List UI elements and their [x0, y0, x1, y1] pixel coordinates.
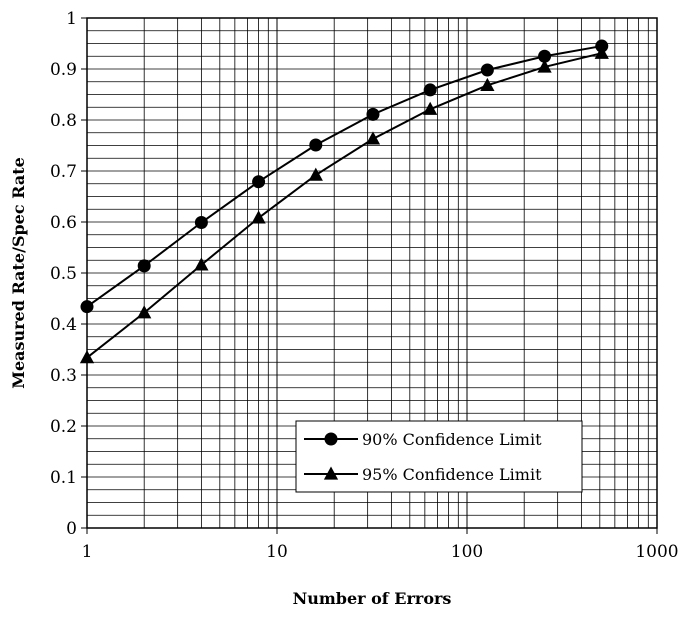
- x-axis-title: Number of Errors: [293, 589, 452, 608]
- series-90: [80, 39, 609, 314]
- legend-label-90: 90% Confidence Limit: [362, 430, 542, 449]
- y-tick-label: 0.5: [50, 264, 77, 284]
- data-point-triangle: [308, 167, 323, 181]
- data-point-circle: [480, 63, 494, 77]
- legend-marker-90: [324, 432, 338, 446]
- legend-entry-95: 95% Confidence Limit: [304, 465, 542, 484]
- y-tick-label: 0.4: [50, 315, 77, 335]
- y-tick-label: 1: [66, 9, 77, 29]
- data-point-circle: [423, 83, 437, 97]
- y-tick-label: 0.8: [50, 111, 77, 131]
- data-point-triangle: [365, 131, 381, 145]
- data-point-circle: [309, 138, 323, 152]
- series-line: [86, 52, 602, 359]
- data-point-triangle: [194, 257, 209, 271]
- legend-entry-90: 90% Confidence Limit: [304, 430, 542, 449]
- tick-labels: 0 0.1 0.2 0.3 0.4 0.5 0.6 0.7 0.8 0.9 1 1 10 100 1000: [50, 9, 679, 562]
- x-tick-label: 10: [266, 542, 288, 562]
- y-axis-title: Measured Rate/Spec Rate: [9, 157, 28, 389]
- data-point-triangle: [537, 59, 552, 73]
- legend-label-95: 95% Confidence Limit: [362, 465, 542, 484]
- y-tick-label: 0.6: [50, 213, 77, 233]
- data-point-circle: [137, 259, 151, 273]
- legend-box: [295, 420, 583, 493]
- y-tick-label: 0.3: [50, 366, 77, 386]
- x-tick-label: 1: [82, 542, 93, 562]
- legend: 90% Confidence Limit 95% Confidence Limi…: [295, 420, 583, 493]
- data-point-triangle: [79, 350, 95, 364]
- data-point-triangle: [480, 77, 495, 91]
- y-tick-label: 0: [66, 519, 77, 539]
- data-point-triangle: [251, 210, 266, 224]
- series-95: [79, 45, 609, 364]
- series: [79, 39, 609, 364]
- data-point-circle: [538, 49, 552, 63]
- data-point-circle: [366, 107, 380, 121]
- axes: [81, 17, 658, 534]
- y-tick-label: 0.1: [50, 468, 77, 488]
- legend-marker-95: [323, 466, 339, 480]
- data-point-triangle: [423, 101, 438, 115]
- x-tick-label: 100: [451, 542, 483, 562]
- y-tick-label: 0.7: [50, 162, 77, 182]
- data-point-triangle: [594, 45, 609, 59]
- x-tick-label: 1000: [635, 542, 678, 562]
- data-point-circle: [252, 175, 266, 189]
- series-line: [86, 45, 602, 308]
- data-point-circle: [194, 216, 208, 230]
- data-point-triangle: [137, 305, 152, 319]
- y-tick-label: 0.2: [50, 417, 77, 437]
- data-point-circle: [80, 300, 94, 314]
- y-tick-label: 0.9: [50, 60, 77, 80]
